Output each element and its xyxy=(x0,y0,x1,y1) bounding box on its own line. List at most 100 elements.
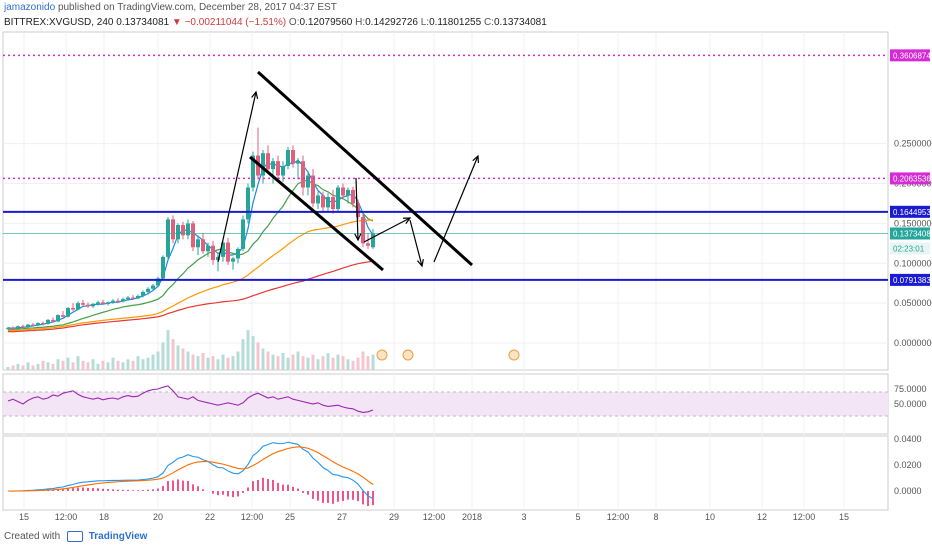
price-label-box xyxy=(890,227,930,240)
candle-body xyxy=(261,153,265,176)
candle-body xyxy=(231,258,235,262)
x-tick-label: 12:00 xyxy=(793,512,816,522)
x-tick-label: 15 xyxy=(19,512,29,522)
candle-body xyxy=(31,324,35,326)
x-tick-label: 12:00 xyxy=(55,512,78,522)
price-label-text: 0.36068741 xyxy=(893,51,932,60)
candle-body xyxy=(276,161,280,176)
volume-bar xyxy=(291,354,295,370)
last-price: 0.13734081 xyxy=(116,17,170,28)
price-label-text: 0.07913832 xyxy=(893,276,932,285)
rsi-line xyxy=(7,385,374,413)
channel-lower-line xyxy=(249,155,384,272)
candle-body xyxy=(91,303,95,307)
volume-bar xyxy=(76,356,80,370)
volume-bar xyxy=(6,366,10,370)
macd-pane xyxy=(2,435,889,511)
volume-bar xyxy=(106,362,110,370)
price-tick-label: 0.05000000 xyxy=(894,298,932,308)
price-tick-label: 0.25000000 xyxy=(894,139,932,149)
author-link[interactable]: jamazonido xyxy=(4,2,56,13)
volume-bar xyxy=(216,359,220,370)
volume-bar xyxy=(306,357,310,370)
volume-bar xyxy=(156,351,160,370)
volume-bar xyxy=(271,354,275,370)
high-value: 0.14292726 xyxy=(365,17,418,28)
volume-bar xyxy=(56,359,60,370)
arrow-up-target-head xyxy=(472,154,479,164)
publish-header: jamazonido published on TradingView.com,… xyxy=(4,2,337,13)
candle-body xyxy=(151,285,155,289)
rsi-tick-label: 50.0000 xyxy=(894,399,927,409)
price-label-box xyxy=(890,242,930,255)
volume-bar xyxy=(206,357,210,370)
moving-average-line xyxy=(7,219,374,332)
price-pane xyxy=(2,31,889,371)
volume-bar xyxy=(336,354,340,370)
candle-body xyxy=(136,295,140,299)
volume-bar xyxy=(201,353,205,370)
volume-bar xyxy=(116,360,120,370)
volume-bar xyxy=(266,351,270,370)
candle-body xyxy=(311,175,315,204)
channel-upper-line xyxy=(256,70,474,267)
candle-body xyxy=(176,224,180,240)
x-tick-label: 5 xyxy=(575,512,580,522)
macd-line xyxy=(7,441,374,500)
arrow-down xyxy=(355,177,359,241)
tradingview-brand[interactable]: TradingView xyxy=(88,531,148,543)
candle-body xyxy=(116,300,120,302)
volume-bar xyxy=(166,330,170,370)
candle-body xyxy=(106,302,110,304)
candle-body xyxy=(221,242,225,257)
volume-bar xyxy=(101,360,105,370)
candle-body xyxy=(141,291,145,296)
candle-body xyxy=(121,299,125,302)
volume-bar xyxy=(346,359,350,370)
candle-body xyxy=(206,245,210,252)
candle-body xyxy=(96,302,100,304)
x-tick-label: 12:00 xyxy=(241,512,264,522)
price-label-box xyxy=(890,49,930,62)
price-tick-label: 0.00000000 xyxy=(894,338,932,348)
price-label-box xyxy=(890,273,930,286)
x-tick-label: 29 xyxy=(389,512,399,522)
price-tick-label: 0.15000000 xyxy=(894,218,932,228)
macd-tick-label: 0.0400 xyxy=(894,434,922,444)
volume-bar xyxy=(231,356,235,370)
price-label-box xyxy=(890,205,930,218)
volume-bar xyxy=(341,356,345,370)
candle-body xyxy=(356,203,360,217)
rsi-band xyxy=(3,392,888,416)
candle-body xyxy=(196,239,200,248)
candle-body xyxy=(201,239,205,252)
candle-body xyxy=(351,189,355,204)
volume-bar xyxy=(301,356,305,370)
volume-bar xyxy=(326,353,330,370)
x-tick-label: 12:00 xyxy=(423,512,446,522)
open-value: 0.12079560 xyxy=(299,17,353,28)
x-tick-label: 18 xyxy=(99,512,109,522)
volume-bar xyxy=(261,348,265,370)
candle-body xyxy=(306,175,310,188)
volume-bar xyxy=(196,356,200,370)
event-marker-icon xyxy=(402,349,414,361)
candle-body xyxy=(271,161,275,170)
x-tick-label: 8 xyxy=(653,512,658,522)
volume-bar xyxy=(151,354,155,370)
candle-body xyxy=(316,195,320,204)
candle-body xyxy=(366,243,370,246)
candle-body xyxy=(51,319,55,322)
candle-body xyxy=(216,256,220,261)
volume-bar xyxy=(171,339,175,370)
volume-bar xyxy=(256,342,260,370)
candle-body xyxy=(56,315,60,322)
candle-body xyxy=(266,153,270,170)
x-tick-label: 15 xyxy=(839,512,849,522)
candle-body xyxy=(296,161,300,164)
candle-body xyxy=(191,223,195,248)
candle-body xyxy=(101,302,105,304)
volume-bar xyxy=(91,359,95,370)
candle-body xyxy=(16,326,20,329)
